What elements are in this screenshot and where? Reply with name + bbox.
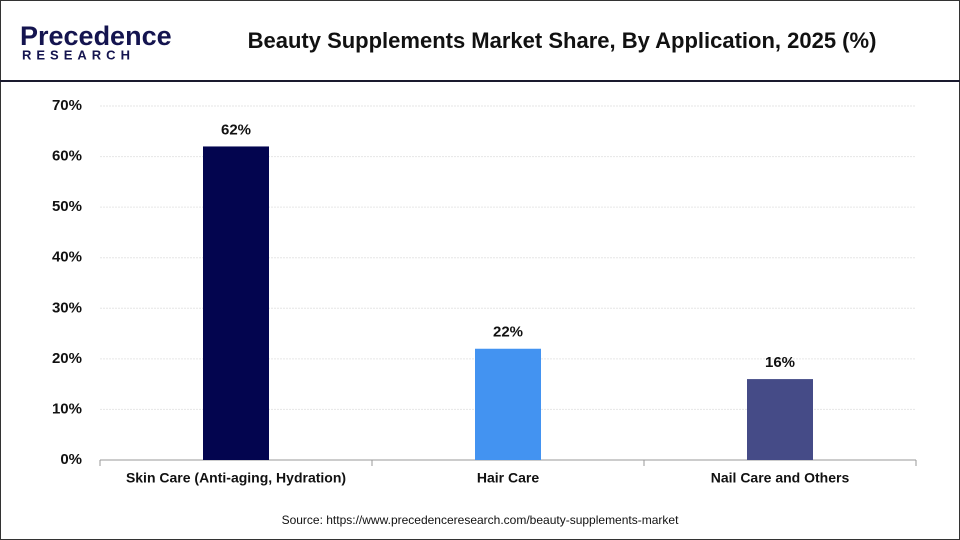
chart-title: Beauty Supplements Market Share, By Appl… bbox=[248, 28, 877, 53]
y-tick-label: 40% bbox=[52, 249, 82, 266]
y-tick-label: 0% bbox=[60, 451, 82, 468]
x-tick-label: Nail Care and Others bbox=[711, 470, 850, 486]
y-tick-label: 10% bbox=[52, 400, 82, 417]
x-tick-label: Hair Care bbox=[477, 470, 539, 486]
bar bbox=[747, 379, 813, 460]
y-tick-label: 30% bbox=[52, 299, 82, 316]
y-tick-label: 50% bbox=[52, 198, 82, 215]
value-label: 16% bbox=[765, 354, 795, 371]
y-tick-label: 20% bbox=[52, 350, 82, 367]
x-tick-label: Skin Care (Anti-aging, Hydration) bbox=[126, 470, 346, 486]
value-label: 62% bbox=[221, 121, 251, 138]
y-tick-label: 60% bbox=[52, 148, 82, 165]
logo-name: Precedence bbox=[20, 21, 172, 51]
value-label: 22% bbox=[493, 324, 523, 341]
bar bbox=[203, 146, 269, 460]
source: Source: https://www.precedenceresearch.c… bbox=[282, 513, 680, 527]
bar bbox=[475, 348, 541, 460]
y-tick-label: 70% bbox=[52, 97, 82, 114]
logo-subtitle: RESEARCH bbox=[22, 47, 135, 62]
